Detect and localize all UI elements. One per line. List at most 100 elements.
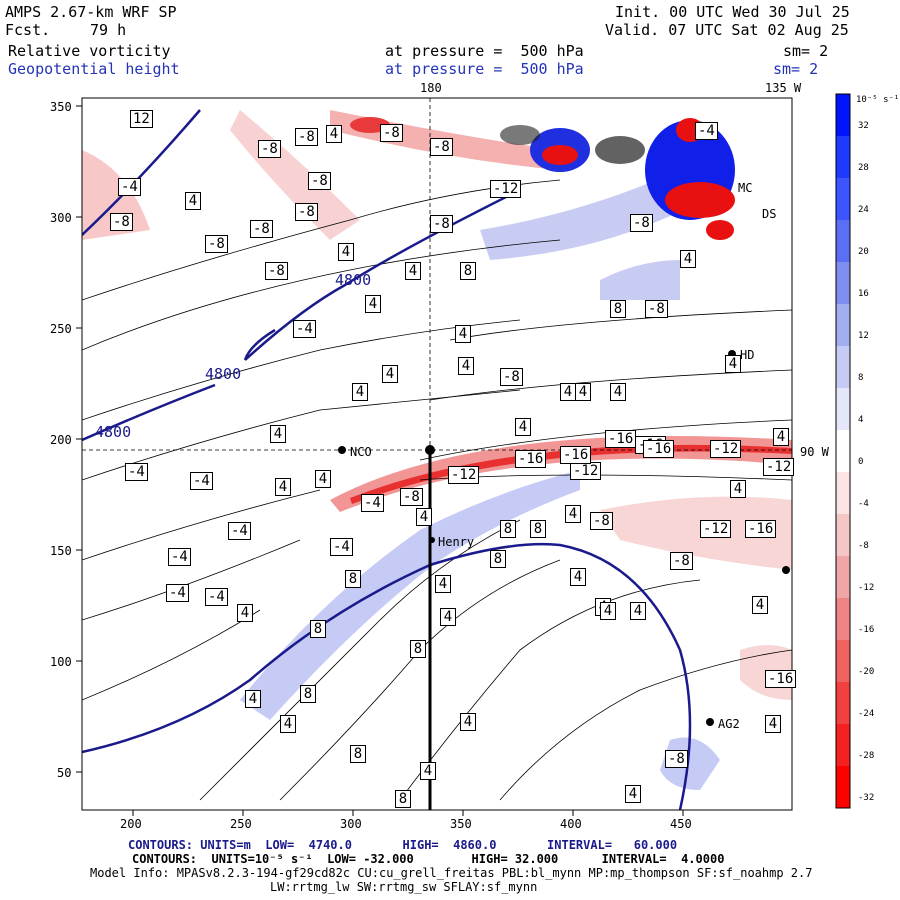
colorbar-tick-label: -4 — [858, 499, 869, 509]
colorbar-tick-label: -20 — [858, 667, 875, 677]
station-nco-marker — [338, 446, 346, 454]
station-nco-label: NCO — [350, 445, 372, 459]
vorticity-contour-label: 4 — [725, 355, 741, 373]
fcst-hours: 79 h — [90, 21, 127, 39]
vorticity-contour-label: 4 — [326, 125, 342, 143]
vorticity-contour-label: -8 — [308, 172, 331, 190]
vorticity-contour-label: -4 — [166, 584, 189, 602]
footer-line2: CONTOURS: UNITS=10⁻⁵ s⁻¹ LOW= -32.000 HI… — [132, 852, 725, 866]
y-tick-250: 250 — [50, 322, 72, 336]
colorbar-swatch — [836, 262, 850, 305]
station-henry-marker — [429, 537, 435, 543]
strong-vortex-cores — [350, 117, 735, 240]
vorticity-contour-label: 4 — [515, 418, 531, 436]
vorticity-contour-label: 4 — [338, 243, 354, 261]
map-frame — [81, 97, 793, 811]
vorticity-contour-label: 8 — [610, 300, 626, 318]
vorticity-contour-label: -16 — [765, 670, 797, 688]
vorticity-contour-label: -8 — [295, 203, 318, 221]
vorticity-contour-label: 4 — [460, 713, 476, 731]
blue-band-lower — [240, 470, 580, 720]
colorbar-swatch — [836, 556, 850, 599]
vorticity-contour-label: 4 — [420, 762, 436, 780]
vorticity-contour-label: 4 — [315, 470, 331, 488]
vorticity-contour-label: -8 — [258, 140, 281, 158]
vorticity-contour-label: -16 — [643, 440, 675, 458]
vorticity-contour-label: 4 — [630, 602, 646, 620]
vorticity-contour-label: 8 — [530, 520, 546, 538]
vorticity-contour-label: 8 — [310, 620, 326, 638]
station-henry-label: Henry — [438, 535, 475, 549]
height-label-4800-a: 4800 — [335, 271, 372, 289]
colorbar-swatch — [836, 346, 850, 389]
vorticity-contour-label: -8 — [380, 124, 403, 142]
colorbar-swatch — [836, 304, 850, 347]
vorticity-contour-label: -12 — [448, 466, 480, 484]
footer-line3: Model Info: MPASv8.2.3-194-gf29cd82c CU:… — [90, 866, 813, 880]
vorticity-contour-label: -8 — [645, 300, 668, 318]
vorticity-contour-label: -12 — [763, 458, 795, 476]
vorticity-contour-label: 4 — [458, 357, 474, 375]
colorbar-swatch — [836, 388, 850, 431]
station-edge-marker — [782, 566, 790, 574]
colorbar-swatch — [836, 136, 850, 179]
station-ag2-label: AG2 — [718, 717, 740, 731]
vorticity-contour-label: 8 — [395, 790, 411, 808]
vorticity-contour-label: 4 — [575, 383, 591, 401]
vorticity-contour-label: -8 — [630, 214, 653, 232]
station-pole-marker — [425, 445, 435, 455]
colorbar-swatch — [836, 514, 850, 557]
colorbar-tick-label: 32 — [858, 121, 869, 131]
y-tick-350: 350 — [50, 100, 72, 114]
vorticity-contour-label: 4 — [565, 505, 581, 523]
vorticity-contour-label: -4 — [361, 494, 384, 512]
valid-time: Valid. 07 UTC Sat 02 Aug 25 — [605, 21, 849, 39]
lon-180-label: 180 — [420, 81, 442, 95]
vorticity-contour-label: -8 — [500, 368, 523, 386]
init-time: Init. 00 UTC Wed 30 Jul 25 — [615, 3, 850, 21]
y-tick-150: 150 — [50, 544, 72, 558]
colorbar-swatch — [836, 724, 850, 767]
fcst-label: Fcst. — [5, 21, 51, 39]
vorticity-contour-label: -4 — [695, 122, 718, 140]
colorbar-tick-label: -16 — [858, 625, 875, 635]
vorticity-contour-label: 8 — [345, 570, 361, 588]
colorbar-swatch — [836, 178, 850, 221]
vorticity-contour-label: 4 — [440, 608, 456, 626]
vorticity-contour-label: 4 — [382, 365, 398, 383]
vorticity-contour-label: -8 — [110, 213, 133, 231]
vorticity-contour-label: 4 — [610, 383, 626, 401]
colorbar-tick-label: -32 — [858, 793, 875, 803]
vorticity-contour-label: 4 — [352, 383, 368, 401]
vorticity-contour-label: 4 — [237, 604, 253, 622]
colorbar-tick-label: -28 — [858, 751, 875, 761]
vorticity-contour-label: -4 — [293, 320, 316, 338]
colorbar-swatch — [836, 472, 850, 515]
colorbar-swatch — [836, 682, 850, 725]
vorticity-contour-label: -12 — [710, 440, 742, 458]
vorticity-contour-label: -8 — [400, 488, 423, 506]
vorticity-contour-label: -12 — [570, 462, 602, 480]
sm2-label: sm= 2 — [773, 60, 819, 78]
station-mc-label: MC — [738, 181, 753, 195]
vorticity-contour-label: 4 — [275, 478, 291, 496]
vorticity-contour-label: -4 — [168, 548, 191, 566]
vorticity-contour-label: 8 — [300, 685, 316, 703]
height-contours — [82, 109, 692, 810]
vorticity-contour-label: 4 — [405, 262, 421, 280]
x-tick-250: 250 — [230, 817, 252, 831]
vorticity-contour-label: 4 — [185, 192, 201, 210]
x-tick-200: 200 — [120, 817, 142, 831]
vorticity-contour-label: -16 — [560, 446, 592, 464]
x-tick-450: 450 — [670, 817, 692, 831]
vorticity-contour-label: -8 — [430, 138, 453, 156]
vorticity-contour-label: -8 — [205, 235, 228, 253]
vorticity-contour-label: -8 — [670, 552, 693, 570]
vorticity-contour-label: 4 — [730, 480, 746, 498]
x-tick-400: 400 — [560, 817, 582, 831]
colorbar-swatch — [836, 430, 850, 473]
colorbar-swatch — [836, 766, 850, 809]
vorticity-contour-label: -12 — [490, 180, 522, 198]
colorbar-swatch — [836, 94, 850, 137]
footer-line4: LW:rrtmg_lw SW:rrtmg_sw SFLAY:sf_mynn — [270, 880, 538, 894]
